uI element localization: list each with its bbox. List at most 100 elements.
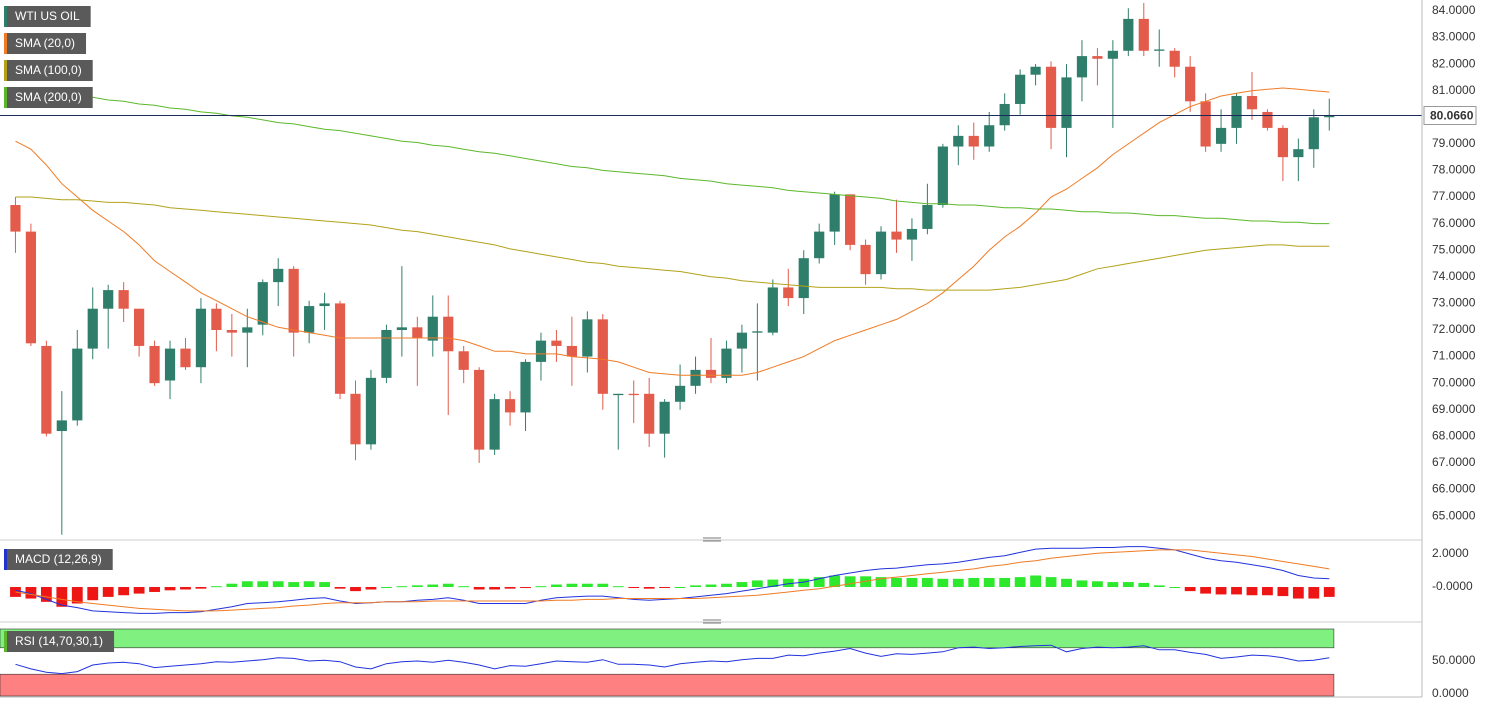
- legend-item: SMA (200,0): [4, 87, 93, 108]
- histogram-bar: [118, 587, 130, 596]
- histogram-bar: [1061, 578, 1072, 588]
- legend-marker: [4, 6, 7, 27]
- histogram-bar: [520, 587, 531, 589]
- histogram-bar: [1262, 587, 1273, 596]
- last-price-box: [1423, 106, 1477, 126]
- y-tick-label: -0.0000: [1432, 579, 1473, 593]
- histogram-bar: [1169, 587, 1181, 589]
- histogram-bar: [736, 582, 748, 588]
- histogram-bar: [226, 583, 238, 588]
- histogram-bar: [210, 586, 222, 588]
- legend-marker: [4, 549, 7, 570]
- legend-marker: [4, 60, 7, 81]
- y-tick-label: 50.0000: [1432, 653, 1476, 667]
- legend-label: SMA (20,0): [15, 36, 75, 50]
- histogram-bar: [133, 587, 145, 594]
- histogram-bar: [891, 577, 902, 588]
- last-price-label: 80.0660: [1430, 109, 1474, 123]
- legend-item: SMA (100,0): [4, 60, 93, 81]
- candle-body: [1123, 18, 1134, 51]
- histogram-bar: [968, 577, 980, 588]
- candle-body: [721, 348, 732, 378]
- histogram-bar: [690, 585, 701, 588]
- y-tick-label: 82.0000: [1432, 56, 1476, 70]
- histogram-bar: [875, 577, 887, 588]
- candle-body: [427, 316, 438, 341]
- candle-body: [458, 351, 469, 370]
- candle-body: [443, 316, 454, 352]
- candle-body: [134, 308, 145, 346]
- resize-handle[interactable]: [703, 619, 721, 624]
- histogram-bar: [628, 587, 640, 589]
- legend-box: [4, 549, 113, 570]
- legend-label: SMA (100,0): [15, 63, 82, 77]
- histogram-bar: [350, 587, 361, 592]
- histogram-bar: [10, 587, 21, 597]
- candle-body: [211, 308, 222, 330]
- candle-body: [381, 329, 392, 378]
- histogram-bar: [1231, 587, 1242, 595]
- candle-body: [1076, 56, 1088, 78]
- y-tick-label: 65.0000: [1432, 508, 1476, 522]
- legend-box: [4, 87, 93, 108]
- y-tick-label: 69.0000: [1432, 402, 1476, 416]
- histogram-bar: [381, 587, 392, 589]
- resize-handle[interactable]: [703, 537, 721, 542]
- y-tick-label: 81.0000: [1432, 83, 1476, 97]
- y-tick-label: 79.0000: [1432, 136, 1476, 150]
- candle-body: [1324, 115, 1335, 118]
- candle-body: [566, 345, 577, 357]
- histogram-bar: [473, 587, 485, 590]
- histogram-bar: [612, 586, 624, 588]
- candle-body: [613, 393, 624, 396]
- histogram-bar: [751, 580, 763, 588]
- histogram-bar: [1107, 582, 1119, 588]
- y-tick-label: 68.0000: [1432, 429, 1476, 443]
- legend-label: RSI (14,70,30,1): [15, 634, 103, 648]
- candle-body: [1293, 149, 1304, 158]
- histogram-bar: [937, 578, 949, 588]
- candle-body: [875, 231, 887, 275]
- y-tick-label: 0.0000: [1432, 686, 1469, 700]
- candle-body: [103, 290, 114, 309]
- candle-body: [845, 194, 856, 245]
- histogram-bar: [71, 587, 83, 604]
- candle-body: [783, 287, 794, 299]
- candle-body: [1061, 77, 1072, 128]
- histogram-bar: [566, 583, 578, 588]
- candle-body: [1200, 101, 1211, 147]
- candle-body: [968, 135, 979, 147]
- legend-marker: [4, 631, 7, 652]
- histogram-bar: [1030, 575, 1041, 588]
- candle-body: [705, 369, 717, 378]
- histogram-bar: [921, 577, 933, 588]
- histogram-bar: [705, 584, 717, 588]
- histogram-bar: [241, 581, 253, 588]
- sma-line: [15, 87, 1330, 225]
- legend-marker: [4, 87, 7, 108]
- y-tick-label: 71.0000: [1432, 349, 1476, 363]
- candle-body: [798, 258, 809, 299]
- histogram-bar: [56, 587, 68, 607]
- histogram-bar: [40, 587, 52, 602]
- histogram-bar: [411, 585, 423, 588]
- histogram-bar: [149, 587, 160, 592]
- candle-body: [814, 231, 825, 259]
- histogram-bar: [303, 581, 315, 588]
- rsi-line: [15, 644, 1330, 675]
- legend-item: SMA (20,0): [4, 33, 87, 54]
- candle-body: [56, 420, 67, 432]
- histogram-bar: [581, 583, 593, 588]
- histogram-bar: [1153, 585, 1165, 588]
- candle-body: [1231, 95, 1242, 128]
- candle-body: [257, 282, 268, 325]
- histogram-bar: [180, 587, 191, 590]
- histogram-bar: [798, 578, 810, 588]
- sma-line: [15, 196, 1330, 291]
- histogram-bar: [365, 587, 377, 590]
- candle-body: [1169, 50, 1180, 67]
- histogram-bar: [25, 587, 37, 599]
- histogram-bar: [1246, 587, 1258, 596]
- histogram-bar: [489, 587, 501, 590]
- legend-box: [4, 60, 93, 81]
